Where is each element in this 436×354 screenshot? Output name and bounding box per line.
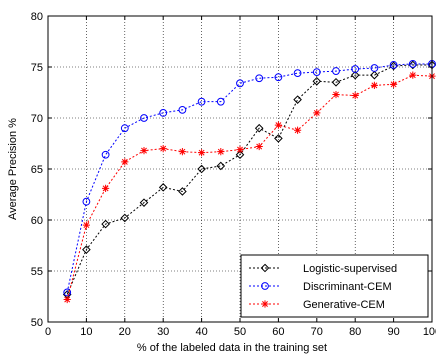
x-tick-label: 50	[234, 326, 246, 338]
legend-marker	[261, 300, 269, 308]
data-point-discriminant-cem	[178, 105, 187, 114]
x-tick-label: 0	[45, 326, 51, 338]
data-point-logistic-supervised	[293, 95, 302, 104]
x-tick-label: 20	[119, 326, 131, 338]
data-point-generative-cem	[140, 147, 148, 155]
data-point-logistic-supervised	[158, 183, 168, 192]
data-point-discriminant-cem	[293, 69, 302, 78]
data-point-discriminant-cem	[255, 74, 264, 83]
y-tick-label: 50	[31, 317, 43, 329]
x-tick-label: 100	[423, 326, 436, 338]
data-point-logistic-supervised	[139, 198, 149, 207]
legend-label: Discriminant-CEM	[303, 281, 392, 293]
data-point-generative-cem	[159, 145, 167, 153]
data-point-logistic-supervised	[178, 187, 187, 196]
data-point-logistic-supervised	[235, 150, 245, 160]
axis-ticks: 0 10 20 30 40 50 60 70 80 90 100 50 55 60 65 70 75 80	[31, 11, 436, 338]
data-point-logistic-supervised	[197, 164, 206, 174]
data-point-generative-cem	[121, 158, 129, 166]
data-point-discriminant-cem	[197, 97, 206, 106]
data-point-logistic-supervised	[216, 161, 226, 171]
x-tick-label: 70	[311, 326, 323, 338]
x-tick-label: 30	[157, 326, 169, 338]
data-point-logistic-supervised	[82, 245, 91, 254]
data-point-discriminant-cem	[389, 61, 398, 69]
data-point-generative-cem	[255, 142, 263, 151]
data-point-discriminant-cem	[351, 65, 360, 73]
data-point-generative-cem	[102, 184, 110, 192]
data-point-logistic-supervised	[370, 70, 379, 80]
series-generative-cem	[63, 71, 436, 304]
legend-entry-logistic-supervised: Logistic-supervised	[249, 263, 397, 275]
data-point-generative-cem	[82, 221, 90, 229]
legend-marker	[261, 282, 269, 290]
data-point-discriminant-cem	[216, 97, 225, 106]
data-point-generative-cem	[332, 90, 340, 99]
data-point-discriminant-cem	[312, 68, 321, 76]
legend-entry-generative-cem: Generative-CEM	[249, 299, 385, 311]
legend-label: Logistic-supervised	[303, 263, 397, 275]
data-point-logistic-supervised	[101, 219, 110, 229]
data-point-discriminant-cem	[140, 114, 148, 122]
y-tick-label: 75	[31, 62, 43, 74]
legend-entry-discriminant-cem: Discriminant-CEM	[249, 281, 392, 293]
y-tick-label: 80	[31, 11, 43, 23]
data-point-generative-cem	[294, 126, 302, 134]
grid	[48, 16, 432, 322]
legend-marker	[260, 263, 270, 273]
series-discriminant-cem	[63, 60, 436, 297]
x-tick-label: 10	[80, 326, 92, 338]
data-point-generative-cem	[274, 121, 282, 129]
data-point-generative-cem	[236, 146, 244, 154]
data-point-discriminant-cem	[274, 73, 283, 82]
y-tick-label: 55	[31, 266, 43, 278]
data-point-generative-cem	[198, 149, 206, 157]
data-point-discriminant-cem	[332, 67, 340, 75]
data-point-generative-cem	[217, 148, 225, 156]
data-point-logistic-supervised	[274, 134, 283, 143]
series-logistic-supervised	[62, 60, 436, 299]
data-point-discriminant-cem	[159, 109, 168, 117]
data-point-discriminant-cem	[236, 79, 244, 88]
data-point-logistic-supervised	[350, 70, 360, 80]
data-point-generative-cem	[370, 81, 378, 89]
data-point-generative-cem	[313, 109, 321, 117]
data-point-discriminant-cem	[82, 197, 91, 206]
data-point-generative-cem	[390, 80, 398, 88]
x-tick-label: 40	[195, 326, 207, 338]
data-point-generative-cem	[178, 148, 186, 156]
y-axis-label: Average Precision %	[7, 118, 19, 220]
legend-label: Generative-CEM	[303, 299, 385, 311]
y-tick-label: 60	[31, 215, 43, 227]
data-point-discriminant-cem	[408, 60, 417, 68]
series-group	[62, 60, 436, 304]
data-point-generative-cem	[63, 295, 71, 304]
data-point-discriminant-cem	[120, 124, 129, 133]
data-point-discriminant-cem	[370, 64, 379, 72]
x-tick-label: 80	[349, 326, 361, 338]
legend-box	[240, 254, 429, 318]
data-point-logistic-supervised	[331, 77, 341, 87]
data-point-generative-cem	[351, 91, 359, 100]
data-point-logistic-supervised	[254, 123, 264, 133]
x-axis-label: % of the labeled data in the training se…	[137, 342, 327, 354]
legend: Logistic-supervised Discriminant-CEM Gener…	[240, 254, 429, 318]
data-point-generative-cem	[409, 71, 417, 79]
x-tick-label: 90	[387, 326, 399, 338]
x-tick-label: 60	[272, 326, 284, 338]
y-tick-label: 70	[31, 113, 43, 125]
data-point-logistic-supervised	[120, 213, 130, 223]
data-point-discriminant-cem	[63, 288, 72, 297]
data-point-discriminant-cem	[101, 150, 110, 159]
data-point-logistic-supervised	[312, 76, 322, 86]
y-tick-label: 65	[31, 164, 43, 176]
